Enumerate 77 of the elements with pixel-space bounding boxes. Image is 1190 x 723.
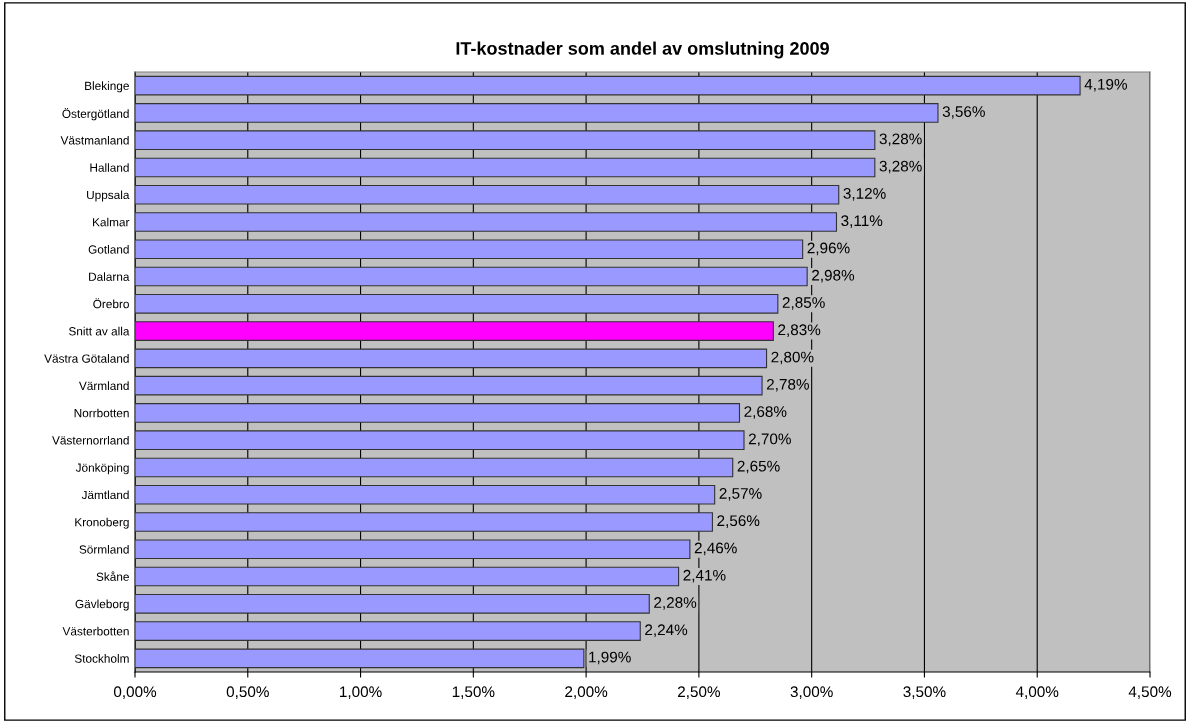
bar <box>135 348 768 369</box>
bar <box>135 239 804 260</box>
data-label: 2,56% <box>717 515 760 528</box>
data-label: 2,83% <box>778 324 821 337</box>
data-label: 2,41% <box>683 569 726 583</box>
y-tick-label: Norrbotten <box>74 408 129 418</box>
bar <box>135 403 741 423</box>
y-tick-label: Snitt av alla <box>68 326 130 336</box>
y-tick-label: Örebro <box>93 298 129 309</box>
x-tick-label: 3,50% <box>903 686 946 699</box>
y-tick-label: Skåne <box>96 571 129 581</box>
y-tick-label: Kronoberg <box>75 517 129 529</box>
data-label: 2,78% <box>766 378 809 392</box>
data-label: 2,68% <box>744 406 787 419</box>
bar <box>135 593 650 614</box>
y-tick-label: Västernorrland <box>52 435 129 445</box>
bar <box>135 293 779 314</box>
data-label: 4,19% <box>1084 78 1128 92</box>
bar <box>135 103 939 123</box>
y-tick-label: Västerbotten <box>62 626 129 636</box>
data-label: 2,96% <box>807 242 850 256</box>
data-label: 2,57% <box>719 488 762 501</box>
bar <box>135 484 716 505</box>
y-tick-label: Östergötland <box>62 107 129 121</box>
x-tick-label: 4,00% <box>1015 686 1059 699</box>
bar <box>135 184 840 205</box>
x-tick-label: 3,00% <box>790 686 833 699</box>
data-label: 2,85% <box>782 297 825 310</box>
data-label: 2,28% <box>654 597 697 610</box>
bar <box>135 375 763 396</box>
data-label: 2,46% <box>694 542 737 556</box>
data-label: 3,56% <box>942 106 985 119</box>
y-tick-label: Jämtland <box>81 490 129 500</box>
bar <box>135 75 1081 96</box>
data-label: 3,28% <box>879 133 922 147</box>
y-tick-label: Värmland <box>78 381 129 391</box>
bar <box>135 539 691 560</box>
x-tick-label: 0,00% <box>113 686 157 699</box>
y-tick-label: Kalmar <box>93 217 130 227</box>
y-tick-label: Sörmland <box>79 545 129 554</box>
data-label: 2,65% <box>737 460 780 474</box>
y-tick-label: Jönköping <box>75 463 129 475</box>
bar <box>135 512 713 532</box>
y-tick-label: Dalarna <box>89 272 130 281</box>
data-label: 3,11% <box>841 215 883 228</box>
bar <box>135 321 774 341</box>
y-tick-label: Stockholm <box>74 654 129 663</box>
data-label: 3,28% <box>879 160 922 174</box>
bar <box>135 430 745 451</box>
bar <box>135 621 641 641</box>
chart-title: IT-kostnader som andel av omslutning 2009 <box>456 41 829 59</box>
x-tick-label: 0,50% <box>226 686 269 699</box>
y-tick-label: Blekinge <box>85 81 129 93</box>
x-tick-label: 1,00% <box>340 686 382 699</box>
bar <box>135 566 680 587</box>
y-tick-label: Halland <box>90 163 129 172</box>
bar <box>135 457 734 478</box>
bar <box>135 648 585 669</box>
data-label: 2,70% <box>748 433 791 447</box>
bar <box>135 212 838 232</box>
y-tick-label: Gotland <box>88 245 129 254</box>
bar <box>135 130 876 151</box>
bar <box>135 266 808 287</box>
data-label: 3,12% <box>843 188 886 201</box>
y-tick-label: Uppsala <box>87 190 130 202</box>
data-label: 1,99% <box>589 651 631 665</box>
x-tick-label: 2,50% <box>678 686 721 699</box>
y-tick-label: Gävleborg <box>75 599 129 611</box>
data-label: 2,98% <box>812 269 855 283</box>
y-tick-label: Västmanland <box>60 135 129 145</box>
y-tick-label: Västra Götaland <box>44 354 129 363</box>
data-label: 2,80% <box>771 351 814 365</box>
x-tick-label: 1,50% <box>452 686 495 699</box>
data-label: 2,24% <box>645 624 688 637</box>
bar <box>135 157 876 178</box>
x-tick-label: 2,00% <box>565 686 608 699</box>
x-tick-label: 4,50% <box>1128 686 1172 699</box>
